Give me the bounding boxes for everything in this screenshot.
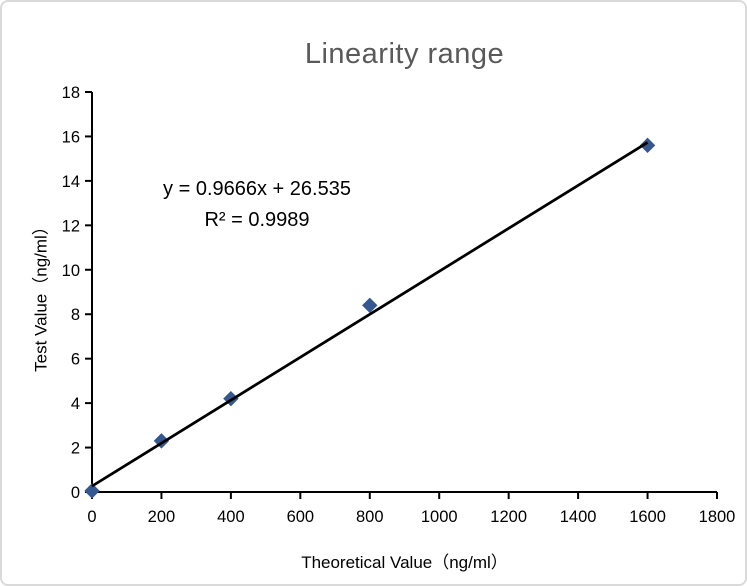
y-axis-title: Test Value（ng/ml） — [31, 218, 51, 372]
x-axis-title: Theoretical Value（ng/ml） — [301, 553, 508, 572]
y-tick-label: 18 — [62, 84, 80, 102]
chart-title: Linearity range — [304, 38, 505, 70]
x-tick-label: 200 — [148, 508, 176, 526]
y-tick-label: 4 — [71, 395, 80, 413]
y-tick-label: 8 — [71, 306, 80, 324]
x-tick-label: 800 — [356, 508, 384, 526]
x-tick-label: 1400 — [560, 508, 597, 526]
data-point-marker — [362, 297, 378, 314]
data-point-marker — [153, 433, 170, 449]
trendline-equation: y = 0.9666x + 26.535 — [163, 178, 351, 200]
x-tick-label: 1200 — [490, 508, 527, 526]
y-tick-label: 2 — [71, 440, 80, 458]
r-squared-value: R² = 0.9989 — [204, 209, 310, 231]
y-tick-label: 14 — [62, 173, 80, 191]
x-tick-label: 1600 — [629, 508, 666, 526]
y-tick-label: 6 — [71, 351, 80, 369]
y-tick-label: 16 — [62, 128, 80, 146]
x-tick-label: 1800 — [699, 508, 736, 526]
y-tick-label: 12 — [62, 217, 80, 235]
y-tick-label: 0 — [71, 484, 80, 502]
x-tick-label: 600 — [287, 508, 315, 526]
trendline — [91, 141, 649, 488]
data-point-marker — [639, 137, 656, 154]
y-tick-label: 10 — [62, 262, 80, 280]
data-point-marker — [84, 483, 100, 499]
x-tick-label: 400 — [217, 508, 245, 526]
x-tick-label: 0 — [87, 508, 96, 526]
x-tick-label: 1000 — [421, 508, 458, 526]
trendline-annotation: y = 0.9666x + 26.535 R² = 0.9989 — [163, 174, 351, 236]
